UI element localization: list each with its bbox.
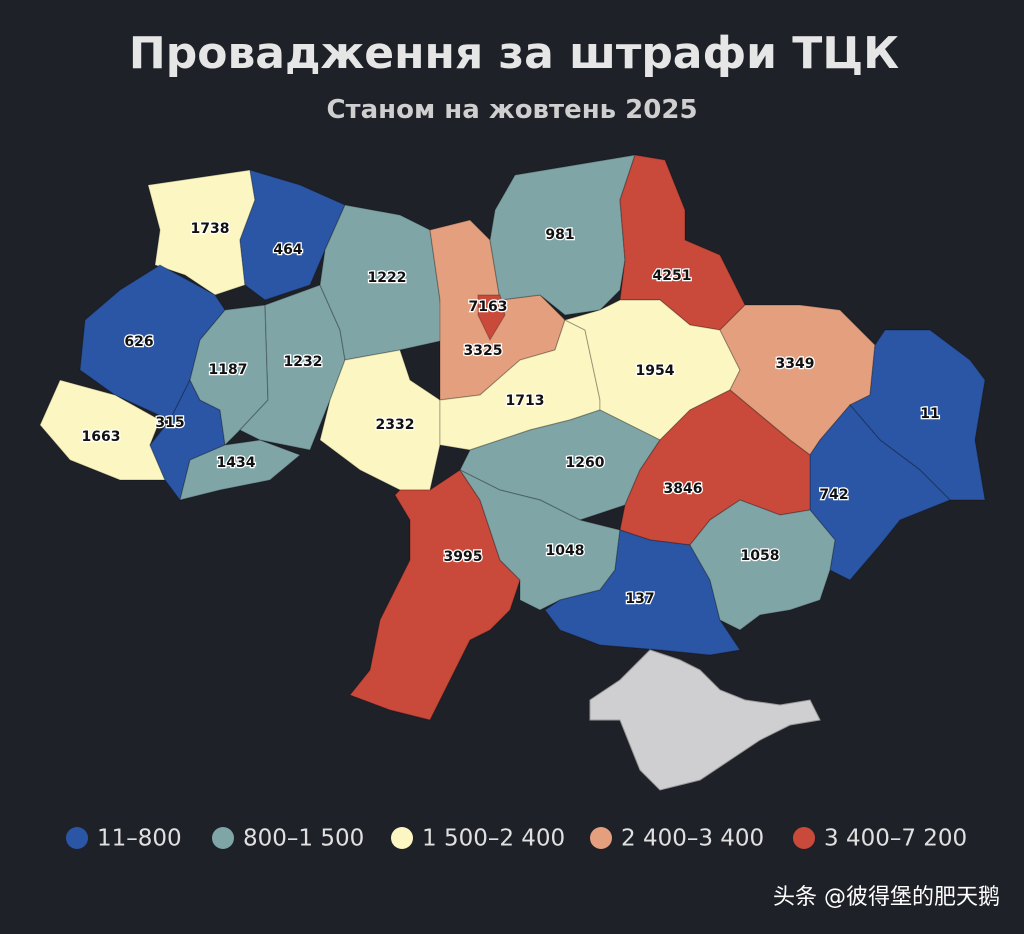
region-value: 1222: [368, 270, 407, 286]
legend-swatch: [66, 827, 88, 849]
legend-swatch: [590, 827, 612, 849]
region-value: 1434: [217, 455, 256, 471]
region-value: 2332: [376, 417, 415, 433]
watermark: 头条 @彼得堡的肥天鹅: [773, 885, 1000, 910]
region-value: 464: [273, 242, 302, 258]
legend-label: 11–800: [97, 826, 182, 852]
region-value: 11: [920, 406, 939, 422]
region-value: 1954: [636, 363, 675, 379]
crimea: [589, 649, 821, 791]
region: [689, 499, 836, 631]
region: [179, 439, 302, 501]
region-value: 4251: [653, 268, 692, 284]
region-value: 742: [819, 487, 848, 503]
region: [239, 169, 346, 301]
subtitle: Станом на жовтень 2025: [326, 95, 697, 125]
region-value: 1187: [209, 362, 248, 378]
region-value: 1260: [566, 455, 605, 471]
region-value: 315: [155, 415, 184, 431]
legend-label: 800–1 500: [243, 826, 364, 852]
region-value: 1738: [191, 221, 230, 237]
region-value: 1048: [546, 543, 585, 559]
legend-swatch: [212, 827, 234, 849]
region-value: 7163: [469, 299, 508, 315]
region-value: 981: [545, 227, 574, 243]
legend-label: 2 400–3 400: [621, 826, 764, 852]
region-value: 1713: [506, 393, 545, 409]
legend-swatch: [391, 827, 413, 849]
legend-swatch: [793, 827, 815, 849]
region: [477, 294, 506, 342]
region-value: 3349: [776, 356, 815, 372]
region-value: 137: [625, 591, 654, 607]
region-value: 3325: [464, 343, 503, 359]
title: Провадження за штрафи ТЦК: [129, 28, 899, 79]
region-value: 1663: [82, 429, 121, 445]
region-value: 3846: [664, 481, 703, 497]
region-value: 1232: [284, 354, 323, 370]
legend-label: 3 400–7 200: [824, 826, 967, 852]
region-value: 1058: [741, 548, 780, 564]
legend-label: 1 500–2 400: [422, 826, 565, 852]
region-value: 626: [124, 334, 153, 350]
region-value: 3995: [444, 549, 483, 565]
